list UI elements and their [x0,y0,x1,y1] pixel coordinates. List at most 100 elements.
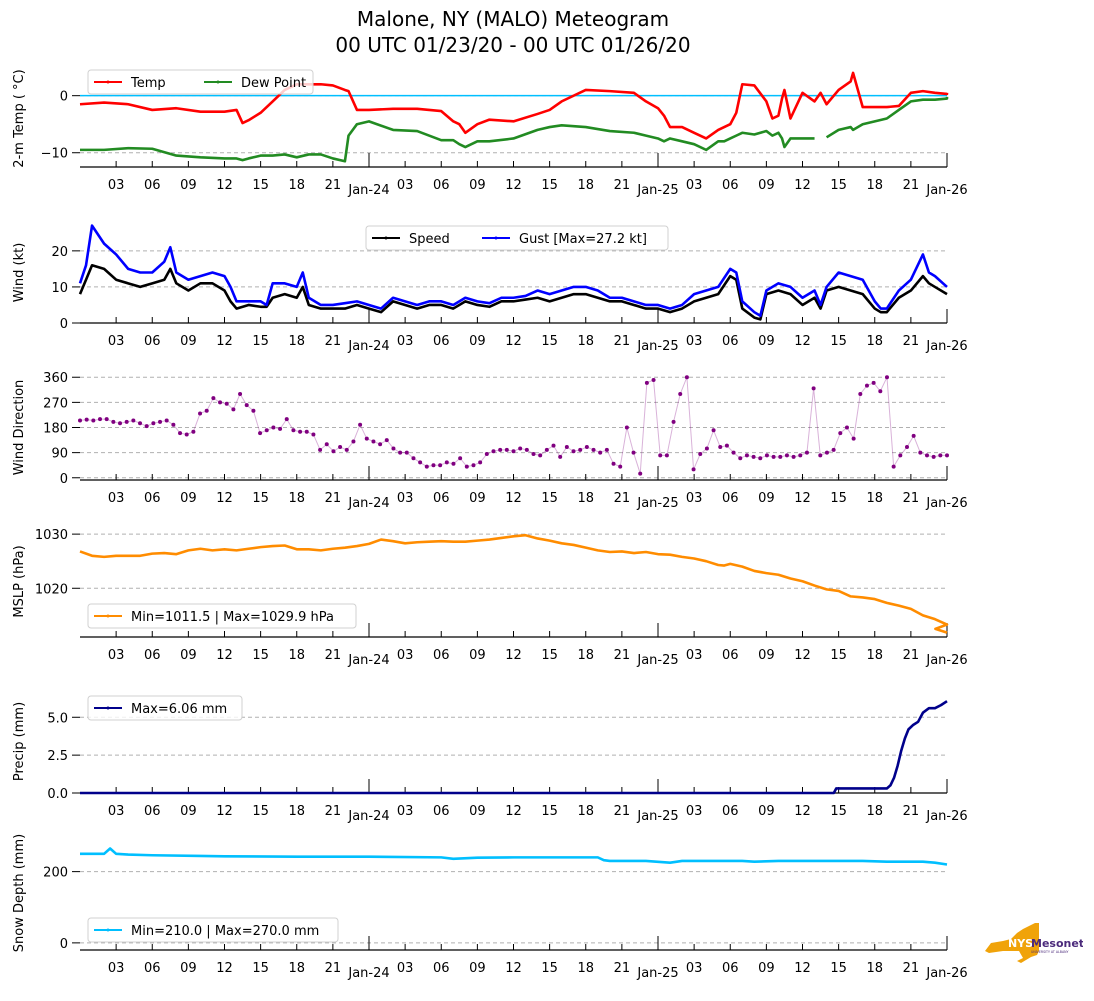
wind-xtick-label: Jan-25 [636,339,678,354]
temp-xtick-label: 15 [541,178,558,193]
wind_direction-xtick-label: 12 [216,491,233,506]
wind_direction-point [118,421,123,426]
snow_depth-xtick-label: Jan-26 [925,966,967,981]
wind_direction-point [438,463,443,468]
wind-legend-label: Gust [Max=27.2 kt] [519,232,647,247]
wind_direction-point [884,375,889,380]
wind_direction-point [791,454,796,459]
logo-university-text: UNIVERSITY AT ALBANY [1031,950,1069,954]
precip-series-0-line [80,700,948,795]
wind_direction-point [784,453,789,458]
precip-xtick-label: 12 [216,804,233,819]
wind_direction-point [338,445,343,450]
wind_direction-point [131,418,136,423]
mslp-xtick-label: 12 [794,648,811,663]
wind_direction-point [598,450,603,455]
wind_direction-xtick-label: 18 [866,491,883,506]
wind_direction-point [444,460,449,465]
mslp-xtick-label: 03 [397,648,414,663]
wind_direction-point [184,432,189,437]
temp-series-1-line [825,96,949,139]
wind_direction-point [851,436,856,441]
wind-ytick-label: 10 [51,281,68,296]
wind_direction-xtick-label: Jan-24 [347,496,389,511]
snow_depth-xtick-label: Jan-25 [636,966,678,981]
wind_direction-point [344,447,349,452]
temp-xtick-label: 06 [433,178,450,193]
wind_direction-point [631,450,636,455]
wind_direction-point [758,456,763,461]
wind_direction-xtick-label: 21 [325,491,342,506]
snow_depth-xtick-label: 09 [180,961,197,976]
wind_direction-point [451,461,456,466]
snow_depth-legend-label: Min=210.0 | Max=270.0 mm [131,924,319,939]
snow_depth-xtick-label: Jan-24 [347,966,389,981]
precip-xtick-label: Jan-26 [925,809,967,824]
wind_direction-point [524,447,529,452]
wind_direction-point [838,431,843,436]
temp-xtick-label: 18 [288,178,305,193]
wind_direction-point [318,447,323,452]
wind-xtick-label: 18 [866,334,883,349]
wind_direction-point [364,436,369,441]
wind_direction-xtick-label: 15 [252,491,269,506]
wind_direction-point [291,428,296,433]
wind-xtick-label: 03 [397,334,414,349]
wind_direction-point [798,453,803,458]
wind_direction-xtick-label: Jan-25 [636,496,678,511]
wind_direction-point [924,453,929,458]
wind-xtick-label: 21 [614,334,631,349]
snow_depth-xtick-label: 12 [794,961,811,976]
precip-xtick-label: 18 [866,804,883,819]
wind_direction-xtick-label: 15 [830,491,847,506]
mslp-xtick-label: 15 [830,648,847,663]
wind_direction-point [778,454,783,459]
mslp-legend-box [87,603,357,629]
snow_depth-xtick-label: 15 [541,961,558,976]
wind_direction-point [218,400,223,405]
wind-xtick-label: 09 [469,334,486,349]
temp-ylabel: 2-m Temp ( °C) [12,69,27,167]
wind-xtick-label: 09 [180,334,197,349]
logo-mesonet-text: Mesonet [1031,937,1083,950]
precip-legend-marker [106,706,110,710]
mslp-xtick-label: 09 [180,648,197,663]
wind_direction-ytick-label: 180 [43,422,68,437]
wind_direction-xtick-label: 03 [686,491,703,506]
wind_direction-xtick-label: 09 [758,491,775,506]
wind_direction-point [918,450,923,455]
wind-xtick-label: 12 [216,334,233,349]
wind_direction-point [191,429,196,434]
wind_direction-point [731,450,736,455]
wind_direction-point [511,449,516,454]
wind_direction-point [664,453,669,458]
wind-xtick-label: 15 [252,334,269,349]
wind_direction-xtick-label: 18 [577,491,594,506]
wind_direction-xtick-label: 03 [108,491,125,506]
wind_direction-point [331,449,336,454]
wind_direction-point [158,419,163,424]
mslp-ytick-label: 1020 [35,582,68,597]
snow_depth-xtick-label: 03 [397,961,414,976]
wind_direction-point [351,439,356,444]
wind_direction-point [864,383,869,388]
wind_direction-point [418,460,423,465]
temp-xtick-label: 12 [794,178,811,193]
wind_direction-point [78,418,82,423]
wind_direction-point [91,418,96,423]
wind_direction-connector-line [79,375,947,474]
wind_direction-point [204,408,209,413]
wind_direction-point [904,445,909,450]
wind_direction-point [858,391,863,396]
wind-xtick-label: 15 [830,334,847,349]
wind-legend-label: Speed [409,232,450,247]
wind_direction-xtick-label: 18 [288,491,305,506]
wind_direction-point [264,428,269,433]
wind_direction-point [384,438,389,443]
wind_direction-point [911,433,916,438]
wind_direction-point [824,450,829,455]
precip-ytick-label: 2.5 [47,749,68,764]
wind_direction-point [651,378,656,383]
wind_direction-ytick-label: 90 [51,447,68,462]
wind_direction-point [831,447,836,452]
